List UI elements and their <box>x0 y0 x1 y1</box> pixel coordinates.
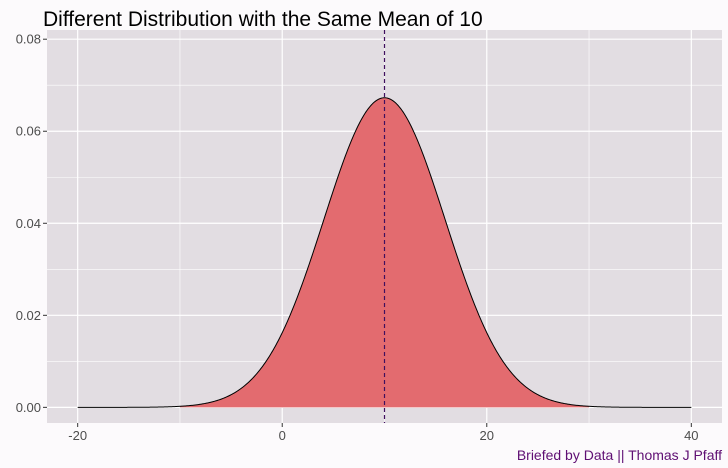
y-tick-label: 0.04 <box>16 216 41 231</box>
y-axis: 0.00 0.02 0.04 0.06 0.08 <box>16 32 47 415</box>
x-tick-label: 20 <box>480 428 494 443</box>
chart-title: Different Distribution with the Same Mea… <box>43 8 483 31</box>
x-tick-label: 40 <box>684 428 698 443</box>
y-tick-label: 0.08 <box>16 32 41 47</box>
y-tick-label: 0.06 <box>16 124 41 139</box>
x-tick-label: -20 <box>68 428 87 443</box>
y-tick-label: 0.00 <box>16 400 41 415</box>
x-axis: -20 0 20 40 <box>68 423 699 443</box>
chart-caption: Briefed by Data || Thomas J Pfaff <box>517 447 722 463</box>
x-tick-label: 0 <box>279 428 286 443</box>
series-layer <box>77 97 692 408</box>
y-tick-label: 0.02 <box>16 308 41 323</box>
density-area <box>179 97 590 408</box>
density-curve <box>77 97 692 408</box>
